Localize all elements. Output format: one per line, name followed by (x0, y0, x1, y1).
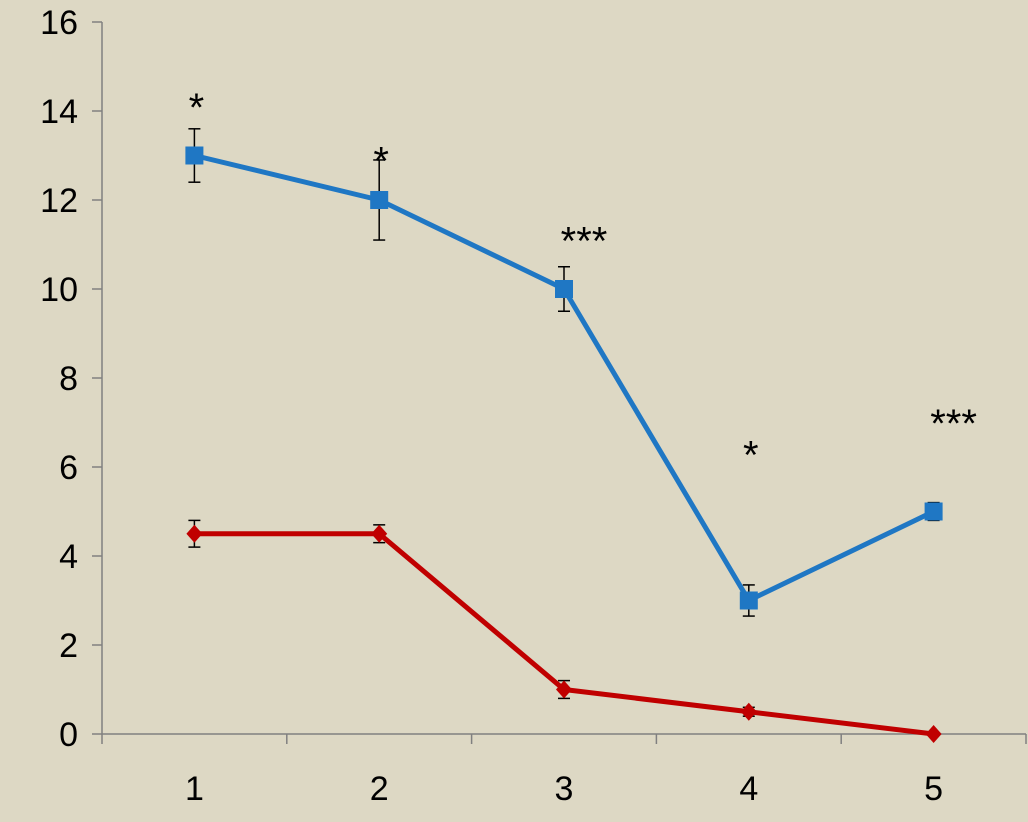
data-point-square (739, 591, 758, 610)
annotation-layer: ********* (189, 86, 977, 477)
series-2 (186, 519, 942, 743)
data-point-diamond (556, 680, 572, 699)
y-tick-label: 6 (59, 449, 78, 487)
y-tick-label: 8 (59, 360, 78, 398)
series-layer (185, 128, 943, 743)
x-tick-label: 1 (185, 770, 204, 808)
significance-annotation: * (189, 86, 205, 130)
y-tick-label: 14 (40, 93, 78, 131)
y-tick-label: 10 (40, 271, 78, 309)
y-tick-label: 0 (59, 716, 78, 754)
significance-annotation: *** (561, 220, 608, 264)
y-tick-label: 16 (40, 4, 78, 42)
data-point-square (555, 280, 573, 298)
data-point-square (185, 146, 204, 165)
data-point-diamond (186, 524, 203, 543)
data-point-square (924, 502, 943, 521)
significance-annotation: * (373, 140, 389, 184)
y-tick-label: 4 (59, 538, 78, 576)
series-1 (185, 128, 943, 617)
x-tick-label: 5 (924, 770, 943, 808)
data-point-diamond (740, 702, 757, 721)
significance-annotation: * (743, 433, 759, 477)
y-tick-label: 2 (59, 627, 78, 665)
x-tick-label: 3 (555, 770, 574, 808)
x-tick-label: 4 (739, 770, 758, 808)
y-tick-label: 12 (40, 182, 78, 220)
data-point-diamond (925, 725, 942, 743)
data-point-square (370, 191, 389, 209)
data-point-diamond (371, 524, 388, 543)
x-tick-label: 2 (370, 770, 389, 808)
significance-annotation: *** (930, 402, 977, 446)
